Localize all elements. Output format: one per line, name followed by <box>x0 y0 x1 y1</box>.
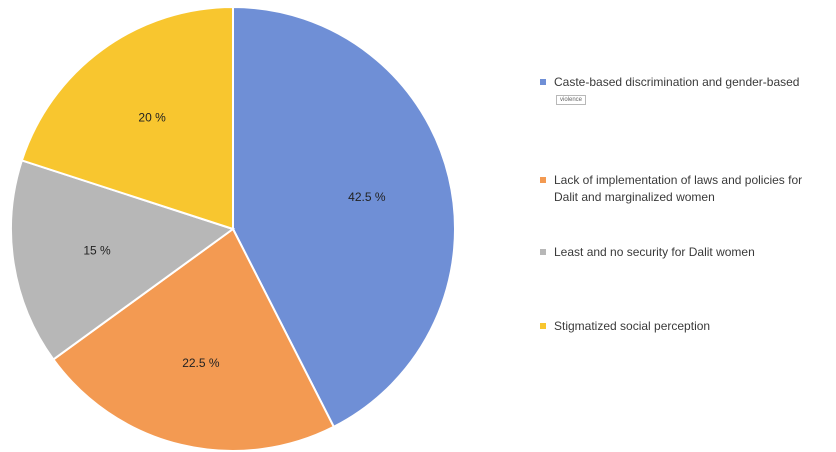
pie-slice-labels: 42.5 % 22.5 % 15 % 20 % <box>83 111 385 370</box>
pie-slice-label-0: 42.5 % <box>348 190 386 204</box>
legend-marker-security <box>540 249 546 255</box>
pie-slice-0 <box>232 5 456 429</box>
legend-item-caste-gender: Caste-based discrimination and gender-ba… <box>540 74 814 108</box>
pie-slice-label-1: 22.5 % <box>182 356 220 370</box>
legend-label-caste-gender: Caste-based discrimination and gender-ba… <box>554 74 814 108</box>
pie-slice-label-2: 15 % <box>83 244 111 258</box>
legend-label-stigmatized: Stigmatized social perception <box>554 319 711 333</box>
legend-marker-implementation <box>540 177 546 183</box>
pie-slice-3 <box>20 5 234 231</box>
legend-item-security: Least and no security for Dalit women <box>540 244 814 261</box>
legend-item-stigmatized: Stigmatized social perception <box>540 318 814 335</box>
legend-marker-caste-gender <box>540 79 546 85</box>
pie-slice-1 <box>52 227 336 452</box>
legend-label-security: Least and no security for Dalit women <box>554 245 755 259</box>
legend-inline-note: violence <box>556 94 587 105</box>
pie-slice-label-3: 20 % <box>138 111 166 125</box>
pie-chart: 42.5 % 22.5 % 15 % 20 % <box>10 5 456 452</box>
legend-marker-stigmatized <box>540 323 546 329</box>
legend-label-implementation: Lack of implementation of laws and polic… <box>554 173 803 204</box>
legend-item-implementation: Lack of implementation of laws and polic… <box>540 172 814 206</box>
pie-slices <box>10 5 456 452</box>
pie-slice-2 <box>10 159 236 361</box>
legend-text-caste-gender: Caste-based discrimination and gender-ba… <box>554 75 800 89</box>
